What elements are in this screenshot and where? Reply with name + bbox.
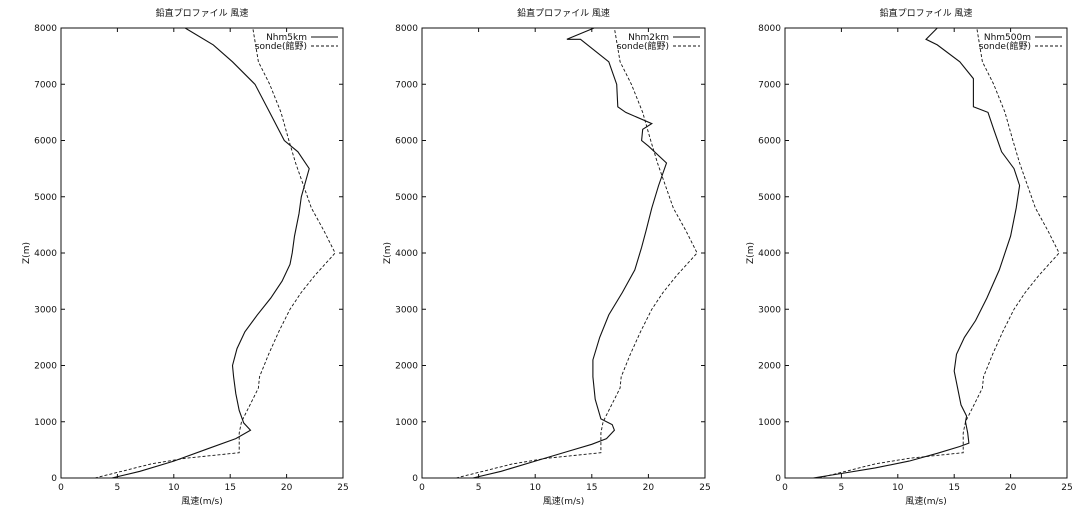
- y-axis-label: Z(m): [746, 242, 756, 264]
- x-tick-label: 20: [281, 483, 293, 493]
- chart-panel-2: 鉛直プロファイル 風速 0 5 10 15 20 25 0 1000 2000 3000 4000 50…: [383, 7, 711, 507]
- series-line-model: [472, 27, 668, 479]
- x-tick-label: 25: [337, 483, 348, 493]
- chart-panel-1: 鉛直プロファイル 風速 0 5 10 15 20 25 0 1000 2000 3000 4000 50…: [22, 7, 349, 507]
- y-tick-label: 2000: [34, 362, 57, 372]
- y-tick-label: 2000: [758, 362, 781, 372]
- x-tick-label: 5: [839, 483, 845, 493]
- y-axis-label: Z(m): [383, 242, 393, 264]
- y-tick-label: 1000: [395, 418, 418, 428]
- chart-title: 鉛直プロファイル 風速: [880, 7, 973, 19]
- x-tick-label: 10: [168, 483, 180, 493]
- y-tick-label: 6000: [758, 137, 781, 147]
- legend-label: sonde(館野): [979, 40, 1031, 52]
- plot-frame: [784, 27, 1068, 479]
- y-tick-label: 7000: [34, 80, 57, 90]
- x-tick-label: 15: [224, 483, 235, 493]
- y-tick-label: 8000: [34, 24, 57, 34]
- y-tick-label: 5000: [395, 193, 418, 203]
- y-tick-label: 5000: [758, 193, 781, 203]
- y-tick-label: 7000: [758, 80, 781, 90]
- legend-label: Nhm5km: [266, 33, 307, 43]
- y-tick-label: 6000: [395, 137, 418, 147]
- y-tick-label: 8000: [758, 24, 781, 34]
- x-tick-label: 20: [643, 483, 655, 493]
- y-tick-label: 4000: [34, 249, 57, 259]
- x-tick-label: 10: [529, 483, 541, 493]
- chart-title: 鉛直プロファイル 風速: [156, 7, 249, 19]
- y-tick-label: 3000: [34, 305, 57, 315]
- x-tick-label: 25: [1061, 483, 1072, 493]
- x-tick-label: 5: [115, 483, 121, 493]
- y-tick-label: 8000: [395, 24, 418, 34]
- plot-frame: [421, 27, 706, 479]
- x-axis-label: 風速(m/s): [181, 496, 223, 507]
- x-tick-label: 0: [58, 483, 64, 493]
- y-tick-label: 1000: [758, 418, 781, 428]
- plot-frame: [60, 27, 344, 479]
- y-tick-label: 5000: [34, 193, 57, 203]
- chart-panel-3: 鉛直プロファイル 風速 0 5 10 15 20 25 0 1000 2000 3000 4000 50…: [746, 7, 1072, 507]
- x-tick-label: 10: [892, 483, 904, 493]
- legend-label: sonde(館野): [617, 40, 669, 52]
- legend-label: Nhm500m: [984, 33, 1031, 43]
- legend-label: Nhm2km: [628, 33, 669, 43]
- y-tick-label: 4000: [395, 249, 418, 259]
- legend-label: sonde(館野): [255, 40, 307, 52]
- series-line-sonde: [818, 27, 1060, 479]
- y-tick-label: 0: [775, 474, 781, 484]
- y-tick-label: 0: [412, 474, 418, 484]
- series-line-sonde: [94, 27, 336, 479]
- x-tick-label: 0: [782, 483, 788, 493]
- x-tick-label: 15: [948, 483, 959, 493]
- x-tick-label: 20: [1005, 483, 1017, 493]
- x-tick-label: 15: [586, 483, 597, 493]
- y-tick-label: 1000: [34, 418, 57, 428]
- x-axis-label: 風速(m/s): [543, 496, 585, 507]
- y-tick-label: 3000: [758, 305, 781, 315]
- y-tick-label: 4000: [758, 249, 781, 259]
- series-line-model: [813, 27, 1021, 479]
- x-tick-label: 5: [476, 483, 482, 493]
- series-line-model: [111, 27, 310, 479]
- x-axis-label: 風速(m/s): [905, 496, 947, 507]
- chart-title: 鉛直プロファイル 風速: [517, 7, 610, 19]
- y-tick-label: 7000: [395, 80, 418, 90]
- series-line-sonde: [455, 27, 698, 479]
- y-tick-label: 2000: [395, 362, 418, 372]
- y-axis-label: Z(m): [22, 242, 32, 264]
- y-tick-label: 6000: [34, 137, 57, 147]
- y-tick-label: 0: [51, 474, 57, 484]
- x-tick-label: 0: [419, 483, 425, 493]
- y-tick-label: 3000: [395, 305, 418, 315]
- x-tick-label: 25: [699, 483, 710, 493]
